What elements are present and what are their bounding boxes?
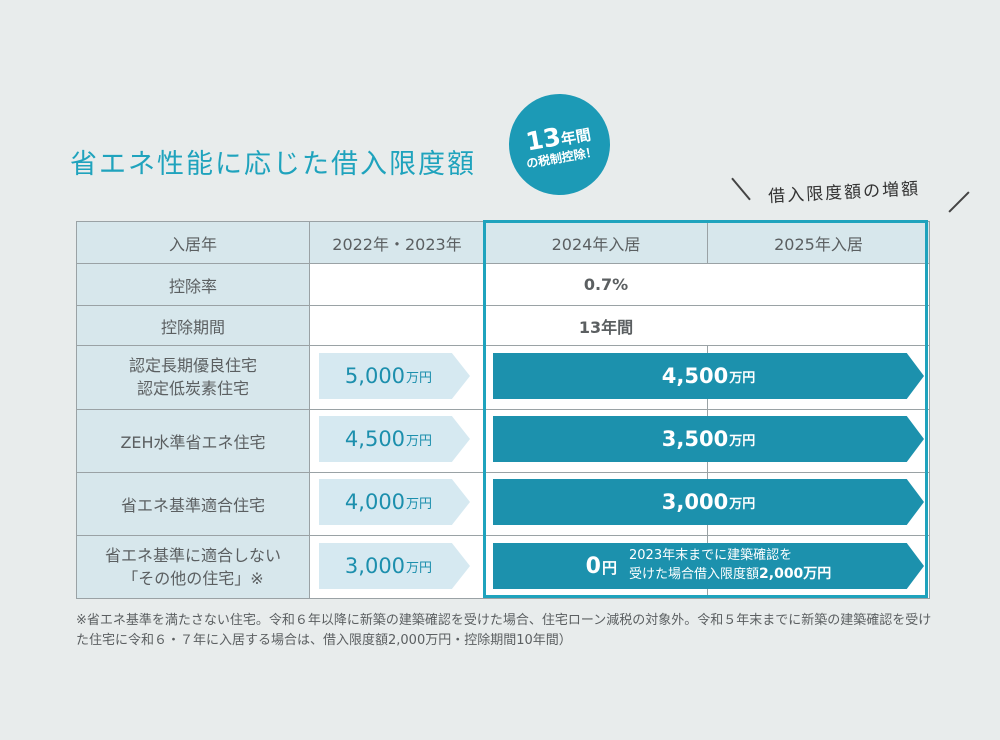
row-label-zeh: ZEH水準省エネ住宅 (76, 409, 310, 473)
row-label-other: 省エネ基準に適合しない 「その他の住宅」※ (76, 535, 310, 599)
header-2024: 2024年入居 (484, 221, 708, 264)
old-limit-long-term: 5,000 万円 (319, 353, 470, 399)
header-row: 入居年 2022年・2023年 2024年入居 2025年入居 (76, 221, 930, 264)
footnote: ※省エネ基準を満たさない住宅。令和６年以降に新築の建築確認を受けた場合、住宅ロー… (76, 613, 932, 648)
tax-deduction-badge: 13年間 の税制控除！ (500, 85, 619, 204)
period-value: 13年間 (484, 305, 930, 346)
rate-label: 控除率 (76, 263, 310, 306)
new-limit-zeh: 3,500 万円 (493, 416, 924, 462)
new-limit-other: 0円 2023年末までに建築確認を 受けた場合借入限度額2,000万円 (493, 543, 924, 589)
row-label-energy-standard: 省エネ基準適合住宅 (76, 472, 310, 536)
header-move-in-year: 入居年 (76, 221, 310, 264)
loan-limit-table: 入居年 2022年・2023年 2024年入居 2025年入居 控除率 0.7%… (76, 221, 930, 599)
period-cell-old (309, 305, 485, 346)
row-label-long-term: 認定長期優良住宅 認定低炭素住宅 (76, 345, 310, 410)
period-row: 控除期間 13年間 (76, 305, 930, 346)
header-2022-2023: 2022年・2023年 (309, 221, 485, 264)
header-2025: 2025年入居 (707, 221, 930, 264)
decor-slash-left (731, 177, 751, 201)
old-limit-other: 3,000 万円 (319, 543, 470, 589)
period-label: 控除期間 (76, 305, 310, 346)
old-limit-zeh: 4,500 万円 (319, 416, 470, 462)
increase-label: 借入限度額の増額 (767, 179, 921, 207)
new-limit-long-term: 4,500 万円 (493, 353, 924, 399)
page-title: 省エネ性能に応じた借入限度額 (70, 149, 476, 180)
rate-cell-old (309, 263, 485, 306)
rate-row: 控除率 0.7% (76, 263, 930, 306)
old-limit-energy-standard: 4,000 万円 (319, 479, 470, 525)
rate-value: 0.7% (484, 263, 930, 306)
new-limit-energy-standard: 3,000 万円 (493, 479, 924, 525)
decor-slash-right (948, 191, 970, 213)
